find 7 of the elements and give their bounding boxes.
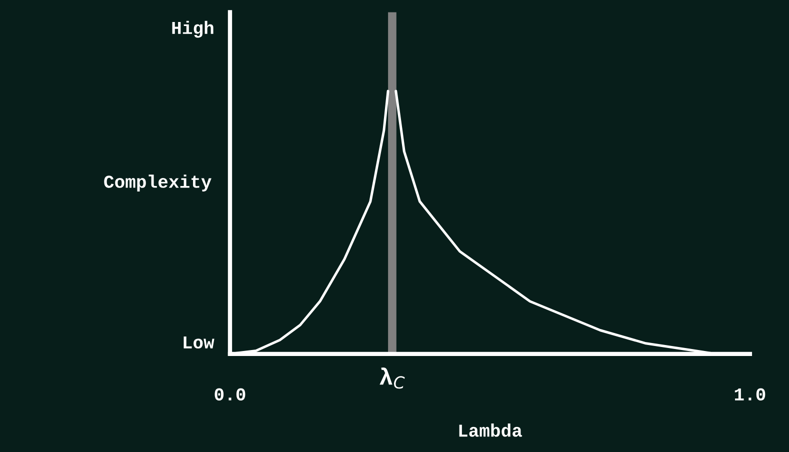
text: Low xyxy=(184,336,214,349)
text: High xyxy=(172,20,214,38)
x-axis-title: Lambda xyxy=(459,424,522,437)
ref-line-label: λ$_{C}$ xyxy=(380,367,405,389)
x-tick-label: 0.0 xyxy=(214,388,246,401)
y-axis-title: Complexity xyxy=(104,174,212,192)
x-tick-label: 1.0 xyxy=(734,388,766,401)
